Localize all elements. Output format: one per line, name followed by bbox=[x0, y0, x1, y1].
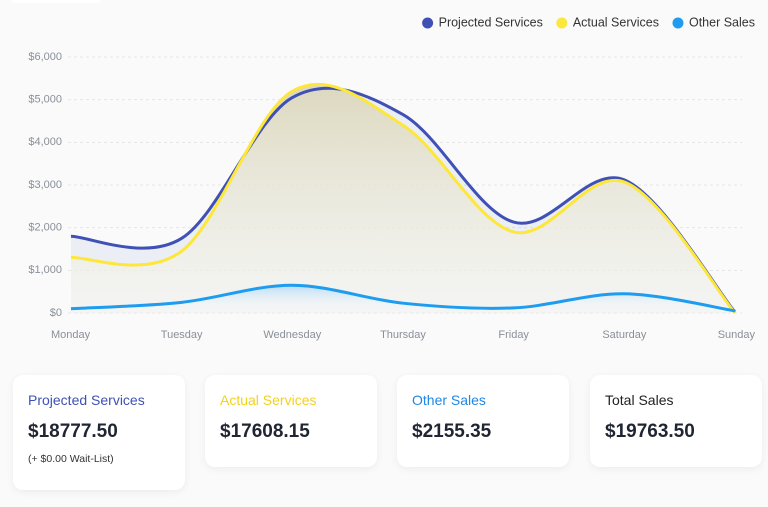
chart: $0 $1,000 $2,000 $3,000 $4,000 $5,000 $6,000 Mo… bbox=[28, 15, 756, 341]
line bbox=[70, 82, 737, 314]
card-title: Actual Services bbox=[220, 392, 317, 408]
card-title: Total Sales bbox=[605, 392, 674, 408]
card: Actual Services $17608.15 bbox=[205, 375, 377, 467]
card: Projected Services $18777.50 (+ $0.00 Wa… bbox=[13, 375, 185, 490]
x-tick-label: Friday bbox=[498, 329, 529, 341]
line bbox=[70, 283, 736, 313]
x-tick-label: Saturday bbox=[602, 329, 647, 341]
card: Total Sales $19763.50 bbox=[590, 375, 762, 467]
y-tick-label: $2,000 bbox=[28, 222, 62, 234]
y-tick-label: $4,000 bbox=[28, 136, 62, 148]
area bbox=[71, 84, 735, 314]
legend-label: Projected Services bbox=[439, 15, 543, 29]
y-tick-label: $0 bbox=[50, 307, 62, 319]
legend-marker bbox=[556, 17, 568, 29]
top-tab bbox=[10, 0, 102, 3]
y-tick-label: $3,000 bbox=[28, 179, 62, 191]
x-tick-label: Tuesday bbox=[161, 329, 203, 341]
y-tick-label: $5,000 bbox=[28, 94, 62, 106]
card-note: (+ $0.00 Wait-List) bbox=[28, 453, 114, 465]
legend-label: Other Sales bbox=[689, 15, 755, 29]
card-value: $2155.35 bbox=[412, 421, 492, 442]
legend-label: Actual Services bbox=[573, 15, 659, 29]
card-value: $19763.50 bbox=[605, 421, 695, 442]
x-tick-label: Monday bbox=[51, 329, 91, 341]
area bbox=[71, 285, 735, 313]
legend-marker bbox=[672, 17, 684, 29]
y-tick-label: $6,000 bbox=[28, 51, 62, 63]
card: Other Sales $2155.35 bbox=[397, 375, 569, 467]
card-value: $18777.50 bbox=[28, 421, 118, 442]
x-tick-label: Sunday bbox=[718, 329, 756, 341]
line bbox=[70, 86, 737, 314]
y-tick-label: $1,000 bbox=[28, 264, 62, 276]
card-title: Other Sales bbox=[412, 392, 486, 408]
card-value: $17608.15 bbox=[220, 421, 310, 442]
x-tick-label: Thursday bbox=[380, 329, 426, 341]
card-title: Projected Services bbox=[28, 392, 145, 408]
x-tick-label: Wednesday bbox=[263, 329, 321, 341]
legend-marker bbox=[422, 17, 434, 29]
